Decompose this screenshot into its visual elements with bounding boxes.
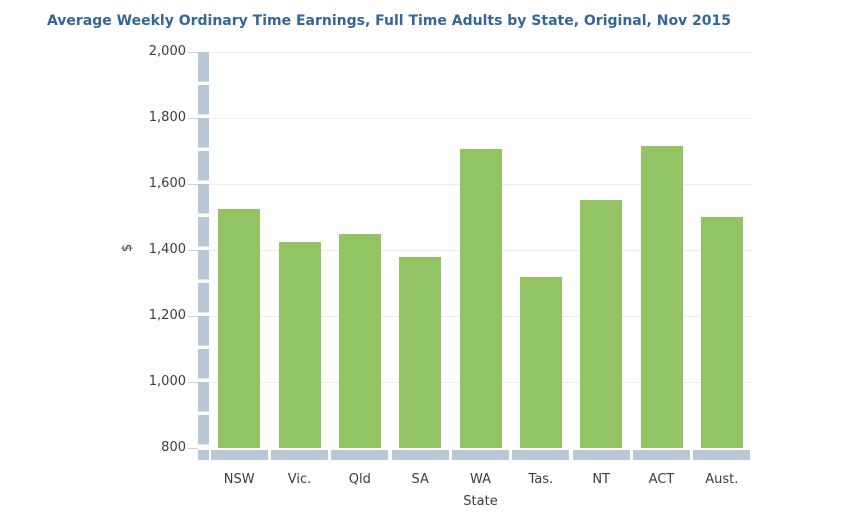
bar-nt[interactable]: [580, 200, 623, 448]
chart-title: Average Weekly Ordinary Time Earnings, F…: [46, 13, 732, 29]
x-axis-segment: [693, 450, 751, 460]
x-axis-segment: [391, 450, 449, 460]
x-tick-label: NSW: [223, 472, 255, 487]
x-axis-segment: [512, 450, 570, 460]
y-tick: [188, 316, 198, 317]
x-axis-segment: [210, 450, 268, 460]
x-tick-label: SA: [411, 472, 429, 487]
y-tick-label: 1,600: [148, 176, 186, 191]
bar-sa[interactable]: [399, 257, 442, 448]
x-axis-title: State: [463, 494, 498, 509]
bar-vic[interactable]: [278, 242, 321, 448]
y-tick-label: 1,200: [148, 308, 186, 323]
y-tick-label: 1,800: [148, 110, 186, 125]
x-tick-label: WA: [469, 472, 492, 487]
y-tick: [188, 184, 198, 185]
x-tick-label: ACT: [648, 472, 675, 487]
bar-act[interactable]: [640, 146, 683, 448]
bar-nsw[interactable]: [218, 208, 261, 448]
y-axis-bar: [198, 52, 209, 448]
y-tick-label: 1,000: [148, 374, 186, 389]
y-tick: [188, 250, 198, 251]
x-axis-segment: [572, 450, 630, 460]
x-axis-segment: [451, 450, 510, 460]
x-tick-label: Vic.: [287, 472, 312, 487]
x-tick-label: Qld: [348, 472, 371, 487]
x-axis-segment: [270, 450, 329, 460]
axis-corner: [198, 450, 209, 460]
x-tick-label: Aust.: [705, 472, 739, 487]
gridline: [209, 118, 752, 119]
x-tick-label: NT: [592, 472, 610, 487]
bar-aust[interactable]: [700, 217, 743, 448]
x-axis-segment: [632, 450, 691, 460]
y-axis-title: $: [120, 243, 135, 253]
bar-tas[interactable]: [519, 276, 562, 448]
bar-qld[interactable]: [338, 234, 381, 448]
y-tick: [188, 448, 198, 449]
y-tick-label: 1,400: [148, 242, 186, 257]
y-tick-label: 800: [161, 440, 186, 455]
x-axis-segment: [331, 450, 389, 460]
gridline: [209, 52, 752, 53]
x-tick-label: Tas.: [528, 472, 554, 487]
y-tick-label: 2,000: [148, 44, 186, 59]
y-tick: [188, 118, 198, 119]
y-tick: [188, 382, 198, 383]
y-tick: [188, 52, 198, 53]
bar-wa[interactable]: [459, 149, 502, 448]
